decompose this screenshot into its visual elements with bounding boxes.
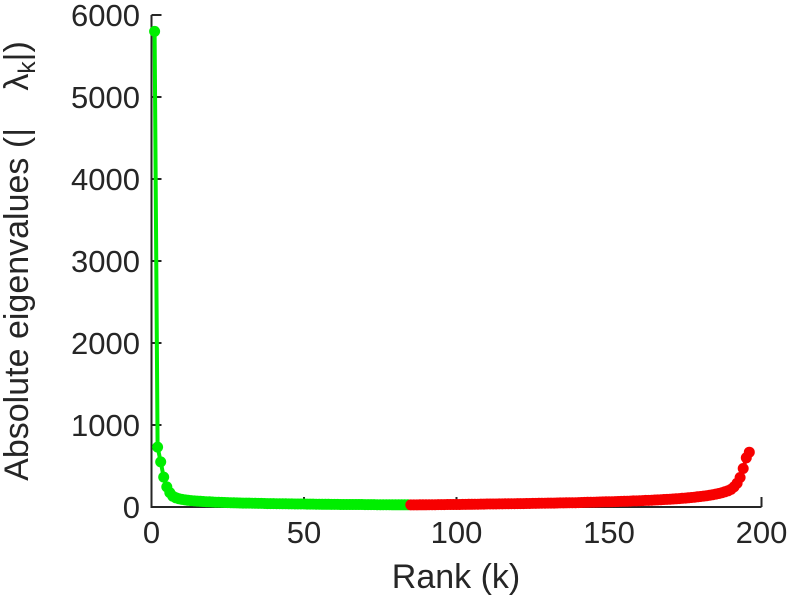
y-axis-label: Absolute eigenvalues (|λk|) [0,41,41,481]
x-tick-label: 200 [736,515,788,550]
y-tick-label: 2000 [71,326,140,361]
series-line [152,29,410,507]
data-point-marker [158,471,170,483]
x-tick-label: 50 [287,515,321,550]
y-tick-label: 6000 [71,0,140,33]
x-axis-label: Rank (k) [392,558,520,596]
y-tick-label: 1000 [71,408,140,443]
data-point-marker [152,441,164,453]
x-tick-label: 0 [143,515,160,550]
data-point-marker [737,463,749,474]
series-negative-eigenvalues [405,446,755,511]
data-point-marker [743,446,755,458]
y-tick-label: 3000 [71,244,140,279]
data-series [149,25,755,511]
x-tick-label: 150 [583,515,635,550]
x-tick-label: 100 [431,515,483,550]
y-tick-label: 0 [123,490,140,525]
data-point-marker [734,472,746,483]
data-point-marker [155,456,167,468]
data-point-marker [149,25,161,37]
series-positive-eigenvalues [149,25,414,511]
y-tick-label: 4000 [71,162,140,197]
axes: 0 1000 2000 3000 4000 5000 6000 0 50 100 150 200 [71,0,787,550]
y-tick-label: 5000 [71,80,140,115]
